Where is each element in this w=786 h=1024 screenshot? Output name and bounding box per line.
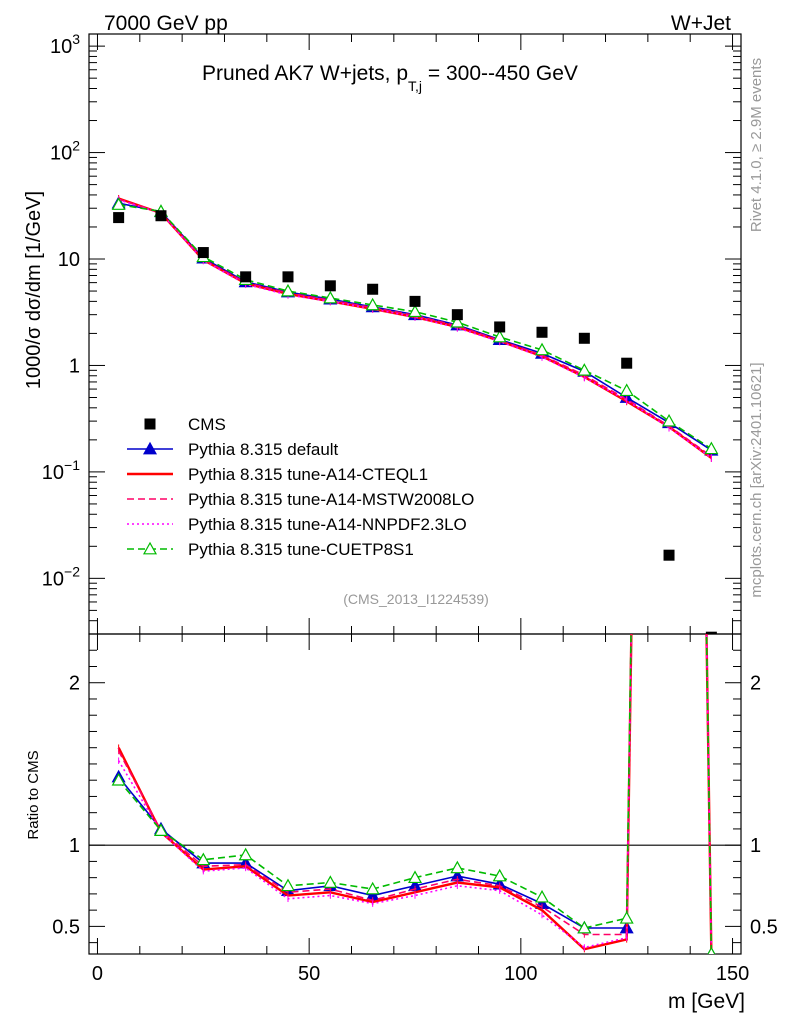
cms-data-point [536, 326, 548, 338]
y-tick-label: 1 [69, 355, 80, 377]
ratio-tick-label: 2 [69, 673, 80, 695]
ratio-point [534, 889, 550, 903]
cms-data-point [663, 549, 675, 561]
ratio-plot-frame [88, 633, 742, 955]
series-point [450, 314, 465, 328]
legend: CMS Pythia 8.315 default Pythia 8.315 tune… [127, 415, 474, 559]
x-tick-label: 0 [92, 963, 103, 985]
series-point [407, 304, 423, 318]
y-tick-label: 10 [58, 249, 80, 271]
rivet-version-label: Rivet 4.1.0, ≥ 2.9M events [748, 58, 765, 232]
cms-data-point [409, 295, 421, 307]
cms-data-point [282, 271, 294, 283]
y-tick-label: 103 [50, 31, 80, 58]
cms-data-point [367, 283, 379, 295]
ratio-point [450, 860, 465, 874]
x-tick-label: 150 [716, 963, 749, 985]
cms-data-point [324, 280, 336, 292]
series-point [280, 283, 296, 297]
cms-data-point [197, 247, 209, 259]
legend-label: Pythia 8.315 tune-A14-CTEQL1 [188, 465, 428, 484]
ratio-point [619, 911, 634, 924]
ratio-series-layer [111, 634, 716, 954]
legend-label: Pythia 8.315 tune-A14-MSTW2008LO [188, 490, 474, 509]
series-point [704, 441, 719, 455]
plot-title: Pruned AK7 W+jets, pT,j = 300--450 GeV [202, 62, 578, 94]
cms-data-point [621, 357, 633, 369]
cms-data-point [578, 332, 590, 344]
legend-cms-label: CMS [188, 415, 226, 434]
series-point [492, 329, 507, 343]
ratio-point [407, 870, 423, 884]
ratio-point [492, 868, 507, 882]
energy-label: 7000 GeV pp [104, 12, 228, 35]
cms-data-point [240, 271, 252, 283]
ratio-point [153, 823, 168, 836]
y-tick-label: 10−2 [42, 563, 80, 590]
series-point [662, 413, 677, 427]
main-plot-frame [88, 33, 742, 635]
legend-label: Pythia 8.315 tune-A14-NNPDF2.3LO [188, 515, 467, 534]
ratio-point [323, 875, 338, 888]
x-axis-label: m [GeV] [668, 990, 745, 1013]
ratio-point [280, 878, 296, 892]
series-line [118, 199, 712, 459]
legend-label: Pythia 8.315 default [188, 440, 339, 459]
ratio-point [111, 772, 126, 786]
ratio-tick-label-right: 1 [750, 835, 761, 857]
series-point [619, 383, 634, 397]
ratio-tick-label: 0.5 [52, 916, 80, 938]
main-series-layer [111, 194, 719, 634]
cms-data-point [155, 210, 167, 222]
cms-data-point [494, 321, 506, 333]
ratio-point [196, 852, 211, 866]
series-line [118, 202, 712, 451]
cms-data-point [705, 631, 717, 634]
ratio-tick-label-right: 0.5 [750, 916, 778, 938]
ratio-y-axis-label: Ratio to CMS [25, 750, 42, 839]
axis-ticks [89, 34, 741, 954]
series-point [111, 197, 126, 210]
series-point [534, 342, 550, 356]
mcplots-label: mcplots.cern.ch [arXiv:2401.10621] [748, 362, 765, 597]
process-label: W+Jet [671, 12, 731, 35]
y-tick-label: 10−1 [42, 457, 80, 484]
series-point [365, 297, 380, 311]
ratio-tick-label-right: 2 [750, 673, 761, 695]
x-tick-label: 100 [504, 963, 537, 985]
ratio-tick-label: 1 [69, 835, 80, 857]
ratio-line [117, 634, 713, 954]
series-line [118, 198, 712, 457]
legend-label: Pythia 8.315 tune-CUETP8S1 [188, 540, 414, 559]
analysis-id: (CMS_2013_I1224539) [343, 591, 489, 607]
cms-data-point [451, 309, 463, 321]
ratio-point [365, 881, 380, 895]
legend-marker [142, 441, 158, 455]
ratio-point [577, 920, 592, 934]
series-point [577, 363, 592, 376]
x-tick-label: 50 [298, 963, 320, 985]
series-line [118, 203, 712, 450]
legend-marker [142, 541, 158, 555]
y-axis-label: 1000/σ dσ/dm [1/GeV] [23, 191, 45, 389]
ratio-point [707, 946, 716, 954]
legend-cms-marker [144, 418, 156, 430]
series-point [323, 290, 338, 304]
y-tick-label: 102 [50, 138, 80, 165]
cms-data-point [113, 212, 125, 224]
ratio-point [238, 847, 253, 861]
